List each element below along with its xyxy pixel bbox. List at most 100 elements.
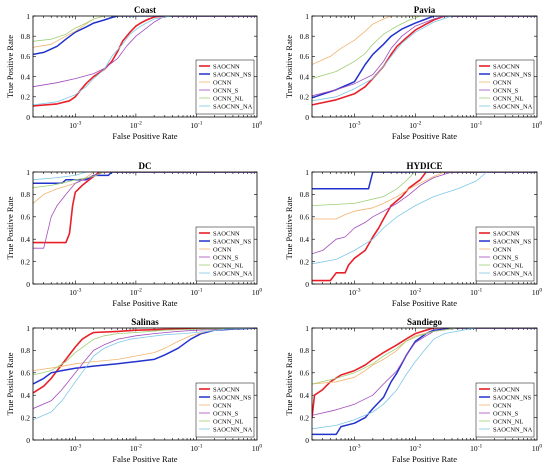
x-tick-label-exponent: -2 (417, 288, 422, 294)
y-tick-label: 0.6 (300, 369, 310, 378)
x-tick-label-base: 10 (190, 288, 198, 297)
legend-item-label: OCNN_NL (493, 96, 523, 103)
series-line-ocnn-nl (33, 16, 257, 42)
x-tick-label: 100 (252, 444, 263, 454)
x-tick-label-exponent: -3 (77, 288, 82, 294)
x-tick-label: 10-3 (69, 288, 81, 298)
series-line-ocnn-nl (312, 328, 537, 385)
x-tick-label-base: 10 (130, 444, 138, 453)
x-tick-label-base: 10 (130, 121, 138, 130)
legend-item-label: SAOCNN_NS (213, 72, 252, 79)
series-line-saocnn (312, 172, 537, 282)
legend-item-label: OCNN_S (213, 88, 239, 95)
legend: SAOCNNSAOCNN_NSOCNNOCNN_SOCNN_NLSAOCNN_N… (475, 226, 535, 282)
series-line-ocnn-s (33, 328, 257, 409)
x-tick-label-exponent: -2 (137, 288, 142, 294)
x-tick-label-exponent: 0 (539, 121, 542, 127)
legend-item-label: SAOCNN_NS (213, 395, 252, 402)
x-tick-label-base: 10 (348, 288, 356, 297)
series-line-saocnn-ns (312, 328, 537, 436)
legend: SAOCNNSAOCNN_NSOCNNOCNN_SOCNN_NLSAOCNN_N… (195, 382, 255, 438)
legend-item-label: OCNN (213, 403, 232, 410)
y-tick-label: 0.8 (21, 32, 31, 41)
y-tick-label: 0 (305, 280, 309, 289)
legend-item-label: SAOCNN_NA (213, 104, 253, 111)
x-tick-label: 10-3 (348, 121, 360, 131)
legend: SAOCNNSAOCNN_NSOCNNOCNN_SOCNN_NLSAOCNN_N… (195, 59, 255, 115)
series-group (312, 328, 537, 436)
x-tick-label: 10-3 (69, 444, 81, 454)
legend-item-label: OCNN (493, 247, 512, 254)
y-tick-label: 0.6 (300, 213, 310, 222)
y-tick-label: 0.6 (21, 52, 31, 61)
series-line-ocnn-nl (33, 328, 257, 376)
x-tick-label: 10-1 (470, 121, 482, 131)
y-tick-label: 0.2 (21, 413, 31, 422)
x-tick-label-base: 10 (348, 121, 356, 130)
x-axis-label: False Positive Rate (392, 131, 457, 141)
legend: SAOCNNSAOCNN_NSOCNNOCNN_SOCNN_NLSAOCNN_N… (475, 59, 535, 115)
x-tick-label: 10-1 (190, 288, 202, 298)
x-tick-label-exponent: -3 (356, 121, 361, 127)
x-tick-label-exponent: -2 (417, 444, 422, 450)
series-line-saocnn-na (312, 16, 537, 102)
x-tick-label: 10-2 (130, 121, 142, 131)
series-line-saocnn-ns (312, 172, 537, 190)
legend-item-label: OCNN_S (213, 255, 239, 262)
legend-item-label: SAOCNN_NS (213, 239, 252, 246)
legend-item-label: OCNN (213, 80, 232, 87)
series-line-ocnn (312, 16, 537, 65)
x-tick-label-base: 10 (252, 121, 260, 130)
x-tick-label: 10-2 (409, 121, 421, 131)
legend-item-label: SAOCNN_NA (213, 427, 253, 434)
x-tick-label: 10-3 (348, 444, 360, 454)
x-tick-label-exponent: 0 (539, 444, 542, 450)
y-tick-label: 0.2 (300, 413, 310, 422)
x-tick-label-base: 10 (190, 444, 198, 453)
y-axis-label: True Positive Rate (5, 35, 15, 98)
legend-item-label: SAOCNN (493, 231, 520, 238)
y-tick-label: 0.8 (21, 190, 31, 199)
x-tick-label: 10-1 (190, 121, 202, 131)
x-tick-label: 100 (252, 288, 263, 298)
legend-item-label: OCNN_S (493, 255, 519, 262)
series-line-saocnn-na (312, 172, 537, 265)
x-tick-label-base: 10 (130, 288, 138, 297)
series-line-saocnn-ns (33, 16, 257, 56)
y-tick-label: 0.4 (21, 72, 31, 81)
x-tick-label: 10-1 (470, 288, 482, 298)
series-line-saocnn-na (312, 328, 537, 430)
legend-item-label: OCNN_NL (213, 263, 243, 270)
y-tick-label: 1 (305, 324, 309, 333)
x-tick-label-base: 10 (532, 444, 540, 453)
series-line-saocnn (33, 16, 257, 107)
y-tick-label: 0 (305, 113, 309, 122)
series-line-saocnn-ns (33, 172, 257, 184)
y-tick-label: 0.8 (21, 346, 31, 355)
x-tick-label: 10-1 (470, 444, 482, 454)
x-tick-label: 100 (532, 121, 543, 131)
x-tick-label: 10-2 (130, 288, 142, 298)
y-tick-label: 1 (26, 324, 30, 333)
series-line-ocnn (312, 172, 537, 220)
x-tick-label-exponent: 0 (259, 121, 262, 127)
x-tick-label-base: 10 (348, 444, 356, 453)
y-tick-label: 0.2 (300, 93, 310, 102)
y-tick-label: 0.8 (300, 32, 310, 41)
x-tick-label-exponent: 0 (259, 444, 262, 450)
x-tick-label: 10-2 (409, 444, 421, 454)
x-tick-label-exponent: -1 (478, 288, 483, 294)
x-tick-label: 100 (252, 121, 263, 131)
legend-box (475, 226, 535, 282)
axes-frame (311, 15, 538, 118)
series-line-saocnn-ns (312, 16, 537, 99)
axes-frame (32, 171, 258, 285)
y-tick-label: 0 (26, 113, 30, 122)
y-axis-label: True Positive Rate (5, 352, 15, 415)
chart-title: Coast (134, 5, 156, 15)
y-tick-label: 0.4 (300, 72, 310, 81)
series-line-ocnn-s (312, 16, 537, 97)
